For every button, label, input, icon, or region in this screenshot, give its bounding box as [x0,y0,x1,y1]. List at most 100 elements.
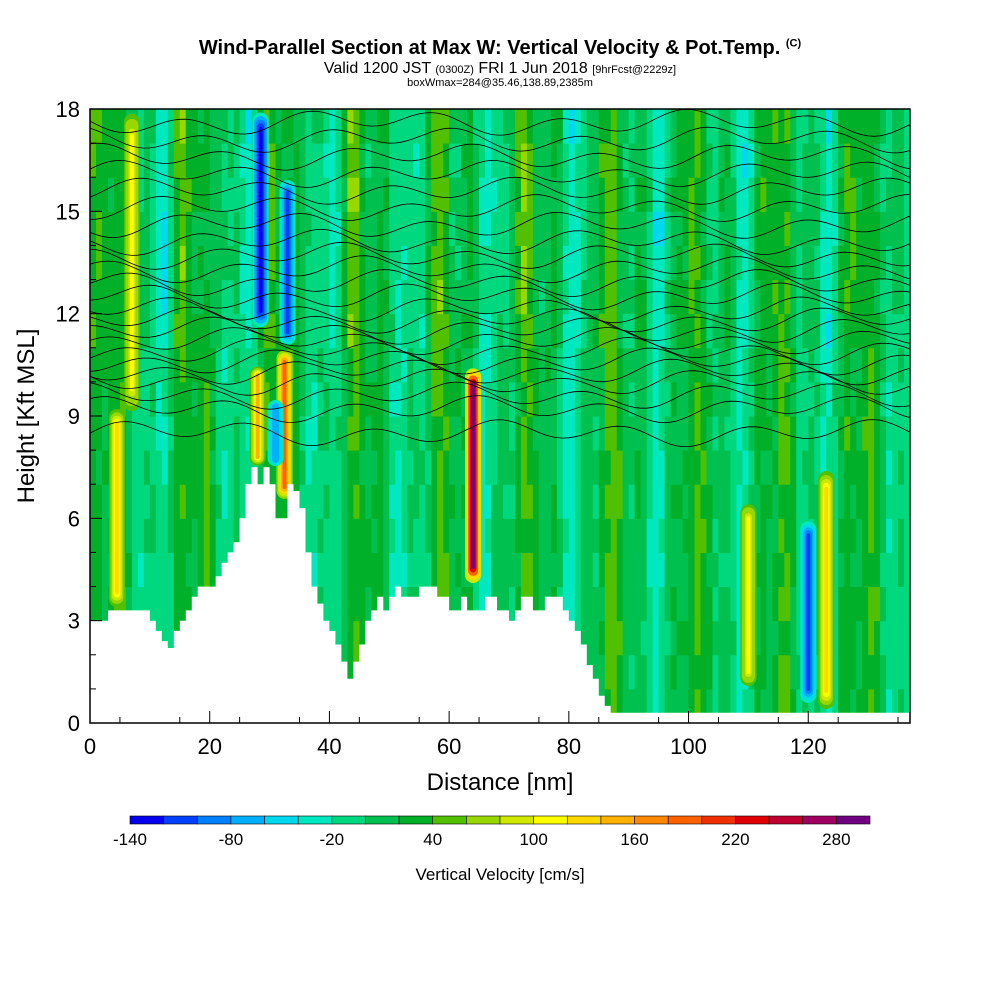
velocity-cell [724,586,731,622]
velocity-cell [742,381,749,417]
velocity-cell [431,279,438,315]
velocity-cell [179,586,187,622]
velocity-cell [371,552,378,588]
velocity-cell [790,552,797,588]
velocity-cell [143,586,151,622]
velocity-cell [353,586,360,622]
velocity-cell [856,245,863,281]
velocity-cell [892,450,899,485]
velocity-cell [149,143,157,178]
velocity-cell [766,313,773,349]
velocity-cell [862,211,869,246]
velocity-cell [724,688,731,723]
velocity-cell [221,416,229,451]
velocity-cell [790,347,797,383]
velocity-cell [299,450,306,485]
velocity-cell [353,552,360,588]
velocity-cell [431,484,438,519]
x-tick-label: 0 [84,734,96,759]
velocity-cell [634,313,642,349]
velocity-cell [580,518,588,553]
velocity-cell [892,688,899,723]
velocity-cell [820,177,827,212]
velocity-cell [694,211,702,246]
velocity-cell [245,177,253,212]
velocity-cell [832,654,839,690]
velocity-cell [443,245,450,281]
velocity-cell [760,654,767,690]
velocity-cell [502,552,510,588]
velocity-cell [652,586,660,622]
velocity-cell [407,313,414,349]
velocity-cell [604,143,612,178]
colorbar-swatch [499,815,534,825]
velocity-cell [568,313,576,349]
velocity-cell [592,450,600,485]
velocity-cell [101,313,109,349]
velocity-cell [526,245,534,281]
velocity-cell [221,484,229,519]
updraft-column [129,133,134,392]
velocity-cell [425,211,432,246]
velocity-cell [389,552,396,588]
velocity-cell [742,177,749,212]
velocity-cell [586,347,594,383]
velocity-cell [173,211,181,246]
velocity-cell [814,688,821,723]
velocity-cell [562,450,570,485]
velocity-cell [359,416,366,451]
velocity-cell [574,143,582,178]
velocity-cell [335,109,342,144]
velocity-cell [329,313,336,349]
colorbar-swatch [129,815,164,825]
velocity-cell [479,313,486,349]
velocity-cell [736,313,743,349]
velocity-cell [526,313,534,349]
velocity-cell [652,109,660,144]
velocity-cell [227,177,235,212]
velocity-cell [862,109,869,144]
velocity-cell [676,109,684,144]
velocity-cell [664,518,672,553]
velocity-cell [874,620,881,656]
velocity-cell [832,450,839,485]
velocity-cell [730,688,737,723]
velocity-cell [431,245,438,281]
velocity-cell [634,143,642,178]
velocity-cell [257,450,265,485]
velocity-cell [796,620,803,656]
velocity-cell [143,518,151,553]
velocity-cell [796,484,803,519]
velocity-cell [772,654,779,690]
velocity-cell [293,143,300,178]
velocity-cell [317,416,324,451]
velocity-cell [862,381,869,417]
velocity-cell [550,416,558,451]
velocity-cell [622,484,630,519]
velocity-cell [658,279,666,315]
velocity-cell [437,313,444,349]
velocity-cell [413,109,420,144]
velocity-cell [838,177,845,212]
velocity-cell [215,484,223,519]
velocity-cell [592,245,600,281]
velocity-cell [526,109,534,144]
velocity-cell [508,313,516,349]
velocity-cell [485,518,492,553]
velocity-cell [497,586,504,622]
velocity-cell [802,177,809,212]
velocity-cell [425,450,432,485]
velocity-cell [874,279,881,315]
velocity-cell [778,518,785,553]
velocity-cell [514,586,522,622]
velocity-cell [329,450,336,485]
velocity-cell [634,245,642,281]
velocity-cell [838,518,845,553]
velocity-cell [203,109,211,144]
velocity-cell [173,586,181,622]
velocity-cell [640,654,648,690]
velocity-cell [508,518,516,553]
velocity-cell [808,484,815,519]
velocity-cell [634,177,642,212]
velocity-cell [520,177,528,212]
